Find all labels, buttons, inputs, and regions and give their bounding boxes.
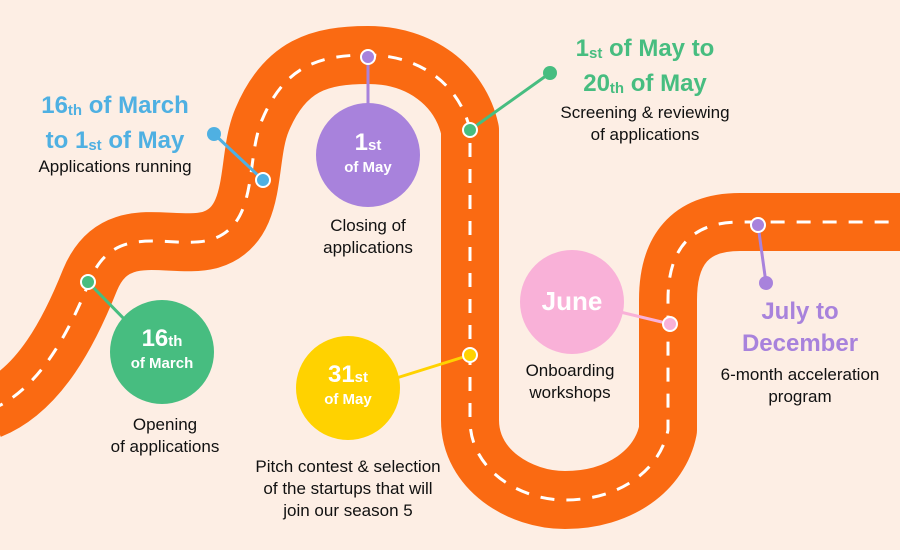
milestone-march16-suffix: th [168, 333, 183, 350]
milestone-may1-sub: of May [344, 159, 392, 176]
milestone-may31-suffix: st [354, 369, 369, 386]
period-acceleration-heading: July to December [741, 298, 859, 357]
milestone-may31-label: Pitch contest & selection of the startup… [255, 457, 441, 520]
milestone-march16-num: 16 [141, 325, 169, 352]
connector-may31 [389, 347, 478, 382]
milestone-june-circle [520, 250, 624, 354]
connector-acceleration [750, 217, 773, 290]
connector-may1 [360, 49, 376, 110]
connector-screening [462, 66, 557, 138]
milestone-june-name: June [541, 286, 603, 316]
milestone-march16-circle [110, 300, 214, 404]
connector-applications-running [207, 127, 271, 188]
milestone-may1-suffix: st [368, 137, 382, 154]
milestone-may1-num: 1 [354, 129, 368, 156]
milestone-may1-text: 1st of May [316, 130, 420, 177]
milestone-may1-label: Closing of applications [323, 216, 413, 257]
period-screening-label: Screening & reviewing of applications [560, 103, 730, 144]
milestone-may31-circle [296, 336, 400, 440]
milestone-march16-sub: of March [130, 355, 194, 372]
milestone-may31-text: 31st of May [296, 362, 400, 409]
milestone-may31-num: 31 [327, 361, 355, 388]
milestone-march16-label: Opening of applications [110, 415, 220, 456]
period-running-label: Applications running [38, 157, 192, 176]
milestone-may1-circle [316, 103, 420, 207]
period-running-heading: 16th of March to 1st of May [41, 92, 189, 154]
milestone-june-label: Onboarding workshops [525, 361, 615, 402]
milestone-june-text: June [520, 288, 624, 314]
period-screening-heading: 1st of May to 20th of May [575, 35, 715, 97]
milestone-march16-text: 16th of March [110, 326, 214, 373]
milestone-may31-sub: of May [324, 391, 372, 408]
period-acceleration-label: 6-month acceleration program [720, 365, 880, 406]
